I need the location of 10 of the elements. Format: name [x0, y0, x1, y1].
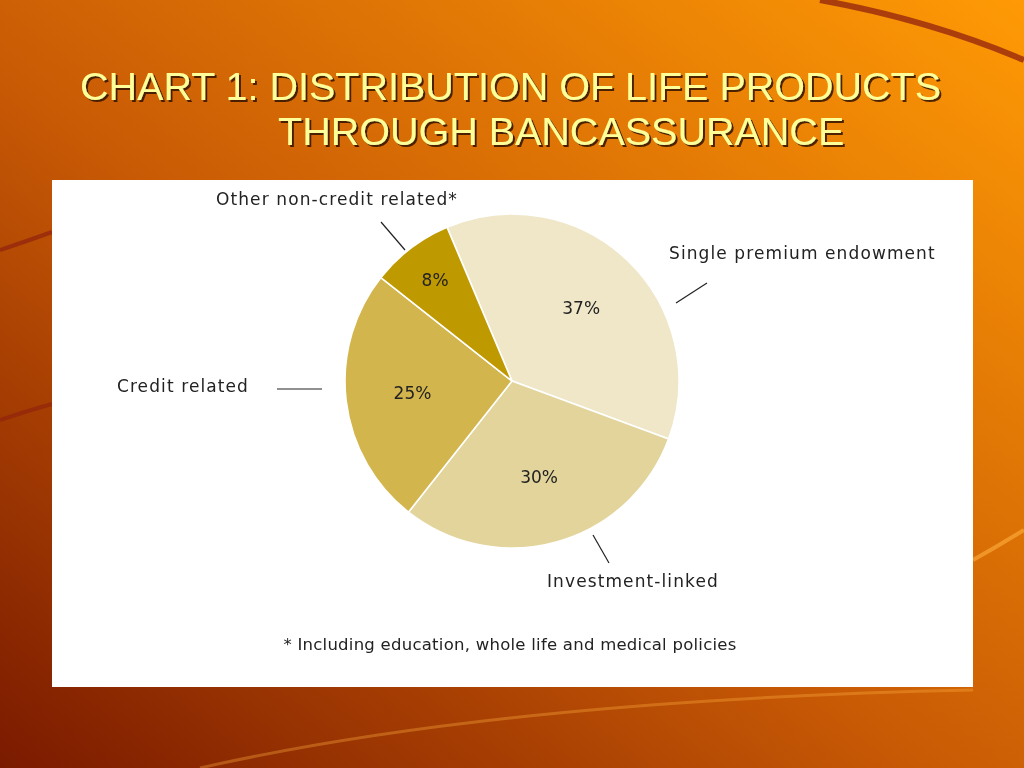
data-label: 37%: [562, 298, 601, 319]
text: * Including education, whole life and medical policies: [283, 634, 737, 654]
data-label: 8%: [421, 270, 449, 291]
slice-label: Single premium endowment: [669, 242, 936, 263]
data-label: 25%: [393, 382, 432, 403]
slice-label: Other non-credit related*: [216, 188, 458, 209]
data-label: 30%: [520, 467, 559, 488]
chart-title: CHART 1: DISTRIBUTION OF LIFE PRODUCTS THROUGH BANCASSURANCE: [80, 64, 942, 153]
slice-label: Credit related: [116, 375, 249, 396]
slice-label: Investment-linked: [547, 570, 719, 591]
